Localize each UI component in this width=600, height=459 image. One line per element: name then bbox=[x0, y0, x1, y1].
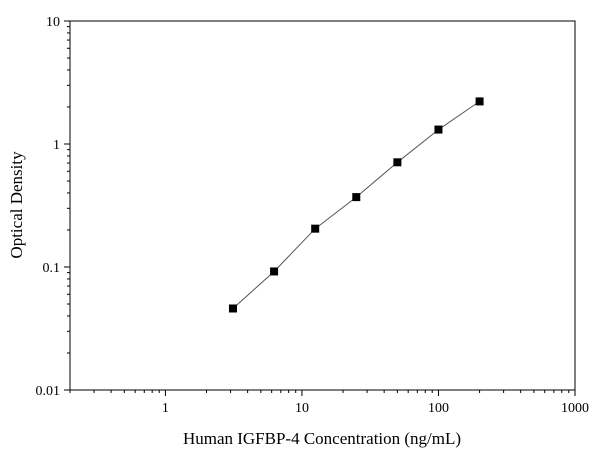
y-tick-label: 0.1 bbox=[43, 261, 61, 276]
x-tick-label: 10 bbox=[295, 401, 309, 416]
y-tick-label: 10 bbox=[46, 15, 60, 30]
data-point bbox=[228, 304, 237, 313]
data-point bbox=[352, 193, 361, 202]
data-point bbox=[434, 125, 443, 134]
data-point bbox=[311, 224, 320, 233]
data-points bbox=[228, 97, 484, 313]
x-tick-label: 1000 bbox=[561, 401, 589, 416]
data-point bbox=[393, 158, 402, 167]
y-axis-ticks: 0.01 0.1 1 10 bbox=[36, 15, 70, 399]
y-tick-label: 1 bbox=[53, 138, 60, 153]
fit-line-group bbox=[232, 100, 480, 309]
plot-frame bbox=[69, 20, 576, 391]
x-axis-ticks: 1 10 100 1000 bbox=[69, 390, 589, 416]
data-point bbox=[475, 97, 484, 106]
y-axis-title: Optical Density bbox=[7, 151, 26, 259]
data-point bbox=[270, 267, 279, 276]
x-axis-title: Human IGFBP-4 Concentration (ng/mL) bbox=[183, 429, 461, 448]
fit-line bbox=[232, 100, 480, 309]
x-tick-label: 1 bbox=[162, 401, 169, 416]
y-tick-label: 0.01 bbox=[36, 384, 61, 399]
x-tick-label: 100 bbox=[428, 401, 449, 416]
